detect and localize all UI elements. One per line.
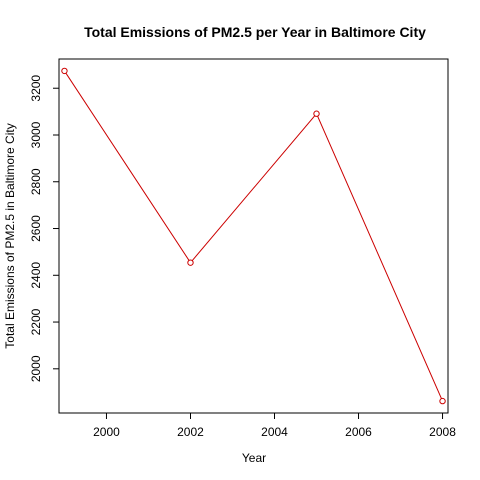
x-tick-label: 2004	[261, 425, 288, 439]
y-tick-label: 2600	[29, 215, 43, 242]
y-axis: 2000 2200 2400 2600 2800 3000 3200	[29, 75, 59, 382]
y-tick-label: 2200	[29, 308, 43, 335]
x-tick-label: 2008	[429, 425, 456, 439]
data-point	[61, 67, 68, 75]
series-line	[64, 70, 443, 402]
x-tick-label: 2006	[345, 425, 372, 439]
data-point	[187, 259, 194, 266]
y-tick-label: 2800	[29, 168, 43, 195]
x-tick-label: 2002	[177, 425, 204, 439]
y-axis-title: Total Emissions of PM2.5 in Baltimore Ci…	[3, 123, 17, 348]
y-tick-label: 3200	[29, 75, 43, 102]
data-point	[439, 397, 446, 405]
chart-title: Total Emissions of PM2.5 per Year in Bal…	[84, 24, 426, 40]
data-point	[313, 110, 320, 117]
y-tick-label: 2000	[29, 355, 43, 382]
y-tick-label: 2400	[29, 262, 43, 289]
x-tick-label: 2000	[93, 425, 120, 439]
x-axis: 2000 2002 2004 2006 2008	[93, 413, 456, 439]
y-tick-label: 3000	[29, 121, 43, 148]
x-axis-title: Year	[242, 451, 266, 465]
series-layer	[61, 67, 446, 405]
plot-area-frame	[58, 58, 449, 414]
